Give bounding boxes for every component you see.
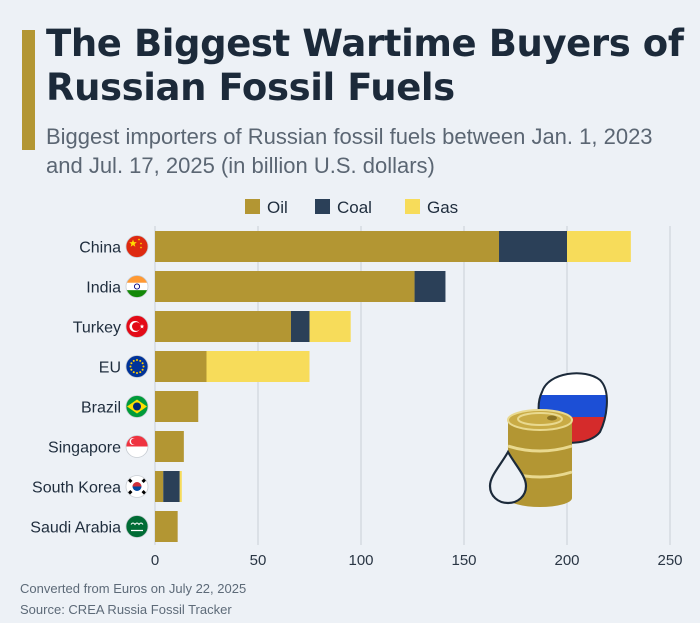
china-flag-icon: [126, 235, 148, 258]
chart-title: The Biggest Wartime Buyers of Russian Fo…: [46, 22, 684, 109]
category-labels: China India Turkey EU Brazil Singapore South K…: [30, 240, 121, 537]
bar-segment: [163, 471, 180, 502]
bar-segment: [155, 271, 415, 302]
flag-outline: [125, 355, 149, 378]
singapore-flag-icon: [126, 435, 148, 458]
india-flag-icon: [126, 275, 148, 298]
legend-label: Gas: [427, 198, 458, 217]
category-label: South Korea: [32, 480, 121, 497]
category-label: Singapore: [48, 440, 121, 457]
oil-drop-icon: [488, 449, 528, 505]
bar-segment: [206, 351, 310, 382]
flag-outline: [125, 315, 149, 338]
bar-segment: [567, 231, 631, 262]
legend-label: Coal: [337, 198, 372, 217]
oil-barrel-illustration: [488, 372, 608, 507]
x-tick-label: 250: [657, 552, 682, 569]
legend-swatch: [245, 199, 260, 214]
x-axis-ticks: 0 50 100 150 200 250: [151, 552, 683, 569]
flag-outline: [125, 475, 149, 498]
legend-label: Oil: [267, 198, 288, 217]
category-label: Brazil: [81, 400, 121, 417]
brazil-flag-icon: [126, 395, 148, 418]
category-label: China: [79, 240, 121, 257]
flag-outline: [125, 435, 149, 458]
chart-legend: Oil Coal Gas: [245, 198, 458, 217]
bar-segment: [155, 351, 207, 382]
bar-segment: [309, 311, 351, 342]
bar-segment: [155, 431, 184, 462]
legend-swatch: [315, 199, 330, 214]
bar-segment: [414, 271, 446, 302]
flag-outline: [125, 395, 149, 418]
bar-segment: [290, 311, 310, 342]
footer-source: Source: CREA Russia Fossil Tracker: [20, 602, 232, 617]
title-accent-bar: [22, 30, 35, 150]
bar-segment: [155, 511, 178, 542]
saudi-arabia-flag-icon: [126, 515, 148, 538]
flag-outline: [125, 235, 149, 258]
category-label: India: [86, 280, 121, 297]
bar-segment: [155, 231, 500, 262]
x-tick-label: 50: [250, 552, 267, 569]
x-tick-label: 100: [348, 552, 373, 569]
eu-flag-icon: [126, 355, 148, 378]
category-label: Turkey: [73, 320, 121, 337]
chart-subtitle: Biggest importers of Russian fossil fuel…: [46, 124, 653, 178]
category-label: Saudi Arabia: [30, 520, 121, 537]
country-flags: [125, 235, 149, 538]
x-tick-label: 200: [554, 552, 579, 569]
footer-note: Converted from Euros on July 22, 2025: [20, 581, 247, 596]
legend-swatch: [405, 199, 420, 214]
bar-segment: [179, 471, 182, 502]
category-label: EU: [99, 360, 121, 377]
bar-segment: [155, 471, 164, 502]
south-korea-flag-icon: [126, 475, 148, 498]
bar-segment: [499, 231, 567, 262]
bars: [155, 231, 631, 542]
x-tick-label: 0: [151, 552, 159, 569]
flag-outline: [125, 275, 149, 298]
bar-segment: [155, 311, 291, 342]
x-tick-label: 150: [451, 552, 476, 569]
flag-outline: [125, 515, 149, 538]
turkey-flag-icon: [126, 315, 148, 338]
bar-segment: [155, 391, 199, 422]
